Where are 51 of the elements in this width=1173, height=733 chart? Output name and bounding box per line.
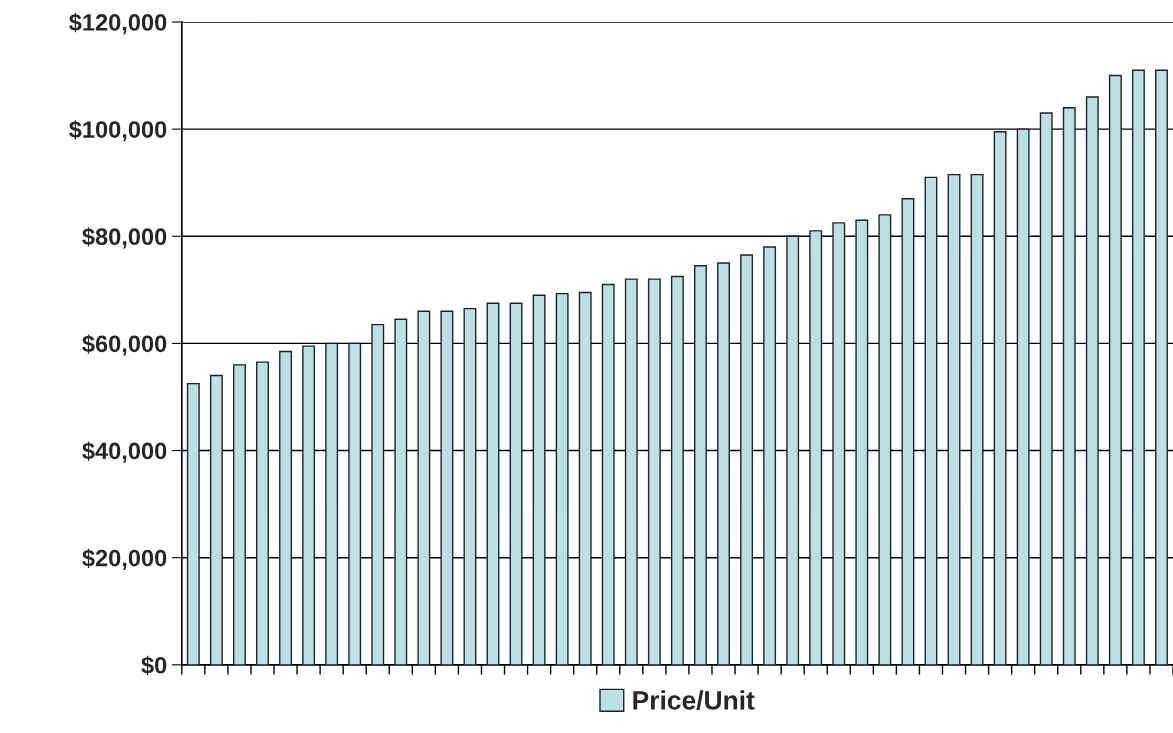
- bar: [1131, 69, 1145, 665]
- y-tick-label: $0: [141, 655, 167, 676]
- bar: [763, 246, 777, 665]
- bar: [302, 345, 316, 665]
- legend-label: Price/Unit: [633, 690, 755, 710]
- bar: [279, 350, 293, 665]
- bar: [1062, 107, 1076, 665]
- bar: [532, 294, 546, 665]
- bar: [486, 302, 500, 665]
- y-tick-label: $100,000: [69, 120, 167, 142]
- bar: [209, 374, 223, 665]
- bar: [970, 173, 984, 665]
- y-tick-label: $40,000: [82, 441, 167, 463]
- bar: [901, 198, 915, 665]
- bar: [1016, 128, 1030, 665]
- bar: [670, 275, 684, 665]
- bar: [624, 278, 638, 665]
- bar: [440, 310, 454, 665]
- bar: [348, 342, 362, 665]
- bar: [186, 382, 200, 665]
- bar: [924, 176, 938, 665]
- bar: [1108, 74, 1122, 665]
- bar: [601, 283, 615, 665]
- bar: [878, 214, 892, 665]
- y-tick-label: $60,000: [82, 334, 167, 356]
- y-tick-label: $20,000: [82, 548, 167, 570]
- bar: [647, 278, 661, 665]
- bar: [786, 235, 800, 665]
- y-tick-label: $80,000: [82, 227, 167, 249]
- bar: [325, 342, 339, 665]
- bar: [417, 310, 431, 665]
- bar: [578, 291, 592, 665]
- bar: [394, 318, 408, 665]
- bar: [855, 219, 869, 665]
- bar: [717, 262, 730, 665]
- bar: [256, 361, 269, 665]
- bar: [832, 222, 846, 665]
- y-tick-label: $120,000: [69, 13, 167, 35]
- bar: [947, 173, 961, 665]
- bar: [694, 265, 707, 665]
- bar: [555, 292, 569, 665]
- bar: [993, 131, 1007, 665]
- bar: [1039, 112, 1053, 665]
- bar: [232, 364, 246, 665]
- bar: [809, 230, 823, 665]
- bar: [1085, 96, 1099, 665]
- bar: [463, 307, 477, 665]
- bar: [1155, 69, 1168, 665]
- bar: [371, 323, 385, 665]
- bar: [509, 302, 523, 665]
- bar: [740, 254, 754, 665]
